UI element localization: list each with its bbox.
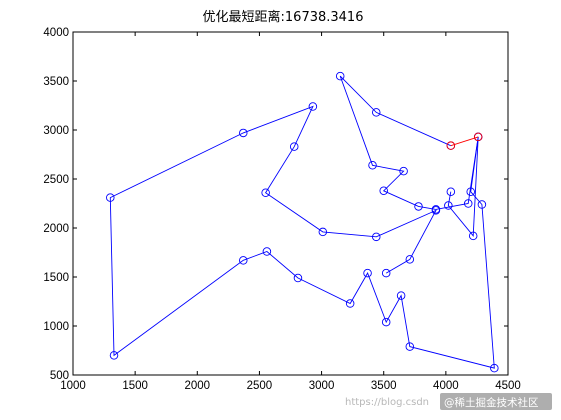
data-point bbox=[446, 187, 456, 196]
data-point bbox=[446, 141, 456, 150]
y-tick-label: 1000 bbox=[43, 321, 69, 333]
data-point bbox=[473, 132, 483, 142]
data-point bbox=[381, 317, 391, 327]
watermark-badge bbox=[440, 393, 552, 410]
x-tick-label: 1500 bbox=[122, 380, 148, 392]
x-tick-label: 2500 bbox=[247, 380, 273, 392]
series-1 bbox=[106, 102, 499, 373]
data-point bbox=[261, 188, 270, 197]
data-point bbox=[490, 363, 499, 373]
series-2 bbox=[446, 132, 483, 150]
chart-title: 优化最短距离:16738.3416 bbox=[203, 9, 364, 25]
data-point bbox=[318, 227, 328, 237]
data-point bbox=[379, 186, 388, 196]
x-tick-label: 1000 bbox=[60, 380, 86, 392]
data-point bbox=[381, 268, 391, 278]
data-point bbox=[308, 102, 318, 111]
y-tick-label: 1500 bbox=[43, 272, 69, 284]
data-point bbox=[345, 299, 355, 308]
data-point bbox=[466, 187, 475, 196]
x-tick-label: 4500 bbox=[495, 380, 521, 392]
data-point bbox=[463, 199, 473, 208]
series-line bbox=[450, 136, 479, 147]
data-point bbox=[444, 201, 453, 210]
data-point bbox=[477, 200, 487, 209]
data-point bbox=[293, 273, 303, 283]
x-tick-label: 4000 bbox=[433, 380, 459, 392]
y-tick-label: 2000 bbox=[43, 223, 69, 235]
data-point bbox=[363, 268, 372, 278]
series-line bbox=[339, 75, 479, 237]
data-point bbox=[106, 193, 115, 202]
data-point bbox=[372, 108, 381, 117]
data-point bbox=[109, 351, 119, 360]
data-point bbox=[372, 232, 381, 242]
data-point bbox=[239, 128, 248, 138]
data-point bbox=[289, 142, 299, 151]
plot-area bbox=[72, 31, 509, 376]
y-tick-label: 3500 bbox=[43, 76, 69, 88]
y-tick-label: 4000 bbox=[43, 27, 69, 39]
watermark-url: https://blog.csdn bbox=[345, 397, 429, 408]
data-point bbox=[239, 256, 248, 265]
watermark-source: @稀土掘金技术社区 bbox=[444, 396, 539, 409]
axis-ticks: 1000 1500 2000 2500 3000 3500 4000 450050010001… bbox=[43, 27, 520, 392]
data-point bbox=[335, 71, 345, 81]
data-point bbox=[396, 291, 406, 300]
data-point bbox=[414, 202, 423, 211]
data-point bbox=[405, 255, 415, 264]
data-point bbox=[368, 161, 377, 170]
series-layer bbox=[106, 71, 499, 373]
x-tick-label: 3000 bbox=[309, 380, 335, 392]
data-point bbox=[262, 247, 272, 256]
x-tick-label: 2000 bbox=[184, 380, 210, 392]
y-tick-label: 3000 bbox=[43, 125, 69, 137]
data-point bbox=[399, 166, 408, 176]
x-tick-label: 3500 bbox=[371, 380, 397, 392]
series-line bbox=[109, 105, 495, 369]
data-point bbox=[405, 342, 415, 351]
y-tick-label: 2500 bbox=[43, 174, 69, 186]
watermark: https://blog.csdn @稀土掘金技术社区 bbox=[345, 393, 552, 410]
data-point bbox=[431, 206, 441, 215]
y-tick-label: 500 bbox=[50, 370, 69, 382]
data-point bbox=[468, 231, 478, 241]
